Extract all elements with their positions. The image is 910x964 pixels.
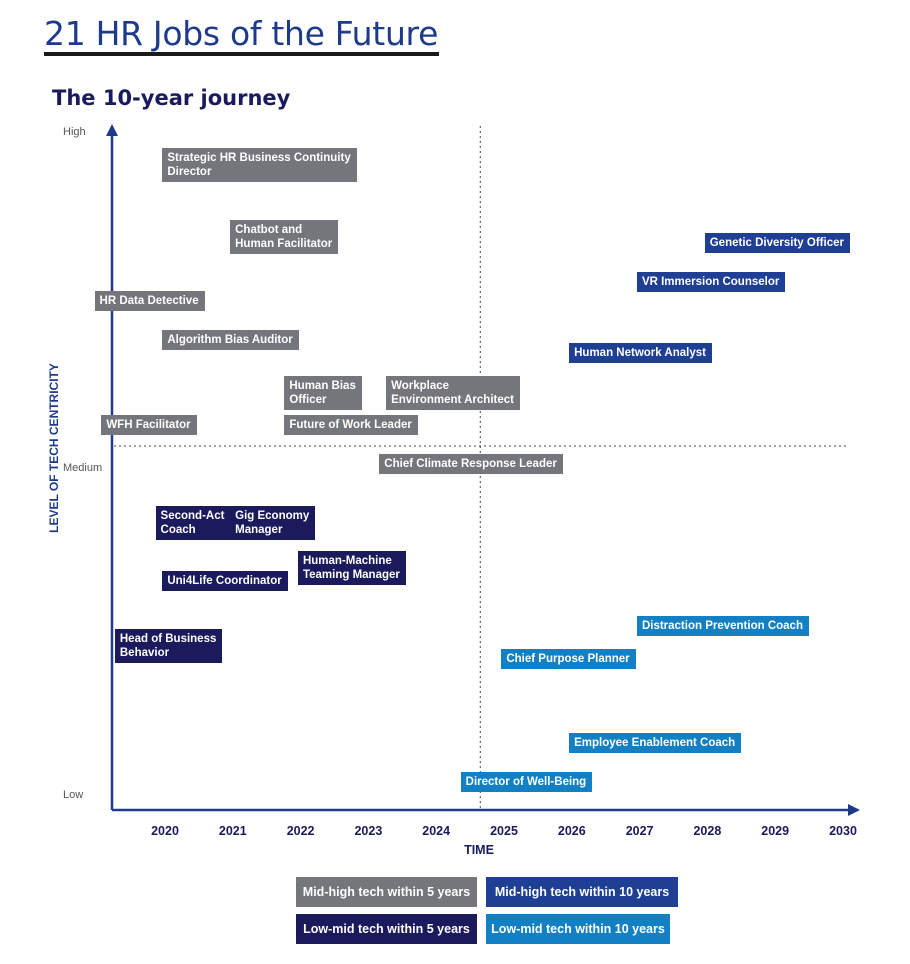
job-point-label: WFH Facilitator [101, 414, 197, 435]
x-tick-label: 2022 [287, 824, 315, 838]
x-tick-label: 2024 [422, 824, 450, 838]
y-tick-label: Low [63, 789, 83, 801]
job-point-label: Uni4Life Coordinator [162, 570, 288, 591]
job-point-label: Employee Enablement Coach [569, 733, 742, 753]
job-point-label: Workplace Environment Architect [386, 375, 520, 410]
job-point-label: Strategic HR Business Continuity Directo… [162, 148, 357, 182]
x-tick-label: 2020 [151, 824, 179, 838]
job-point-label: Future of Work Leader [284, 414, 418, 435]
job-point-label: Genetic Diversity Officer [704, 232, 850, 253]
legend-item: Low-mid tech within 5 years [296, 914, 477, 944]
title-underline [44, 52, 439, 56]
job-point-label: Algorithm Bias Auditor [162, 330, 299, 350]
x-tick-label: 2025 [490, 824, 518, 838]
job-point-label: Chief Climate Response Leader [379, 453, 563, 474]
job-point-label: Distraction Prevention Coach [636, 616, 809, 636]
job-point-label: Human Network Analyst [569, 343, 712, 363]
job-point-label: Chief Purpose Planner [501, 648, 636, 669]
x-tick-label: 2027 [626, 824, 654, 838]
y-tick-label: Medium [63, 462, 102, 474]
x-axis-arrow [848, 804, 860, 816]
job-point-label: Head of Business Behavior [114, 629, 223, 663]
legend-item: Mid-high tech within 5 years [296, 877, 477, 907]
x-tick-label: 2028 [693, 824, 721, 838]
x-tick-label: 2021 [219, 824, 247, 838]
legend-item: Mid-high tech within 10 years [486, 877, 678, 907]
job-point-label: Director of Well-Being [460, 772, 593, 792]
job-point-label: Second-Act Coach [155, 505, 231, 540]
job-point-label: Human-Machine Teaming Manager [297, 551, 406, 585]
y-tick-label: High [63, 126, 86, 138]
x-tick-label: 2023 [354, 824, 382, 838]
legend-item: Low-mid tech within 10 years [486, 914, 670, 944]
job-point-label: HR Data Detective [94, 291, 205, 311]
job-point-label: VR Immersion Counselor [636, 271, 786, 292]
job-point-label: Gig Economy Manager [230, 505, 316, 540]
x-tick-label: 2030 [829, 824, 857, 838]
y-axis-title: LEVEL OF TECH CENTRICITY [47, 363, 61, 533]
y-axis-arrow [106, 124, 118, 136]
page-title: 21 HR Jobs of the Future [44, 14, 439, 53]
x-tick-label: 2029 [761, 824, 789, 838]
x-tick-label: 2026 [558, 824, 586, 838]
chart-subtitle: The 10-year journey [52, 86, 291, 110]
job-point-label: Chatbot and Human Facilitator [230, 219, 339, 254]
job-point-label: Human Bias Officer [284, 375, 362, 410]
x-axis-title: TIME [464, 843, 494, 857]
